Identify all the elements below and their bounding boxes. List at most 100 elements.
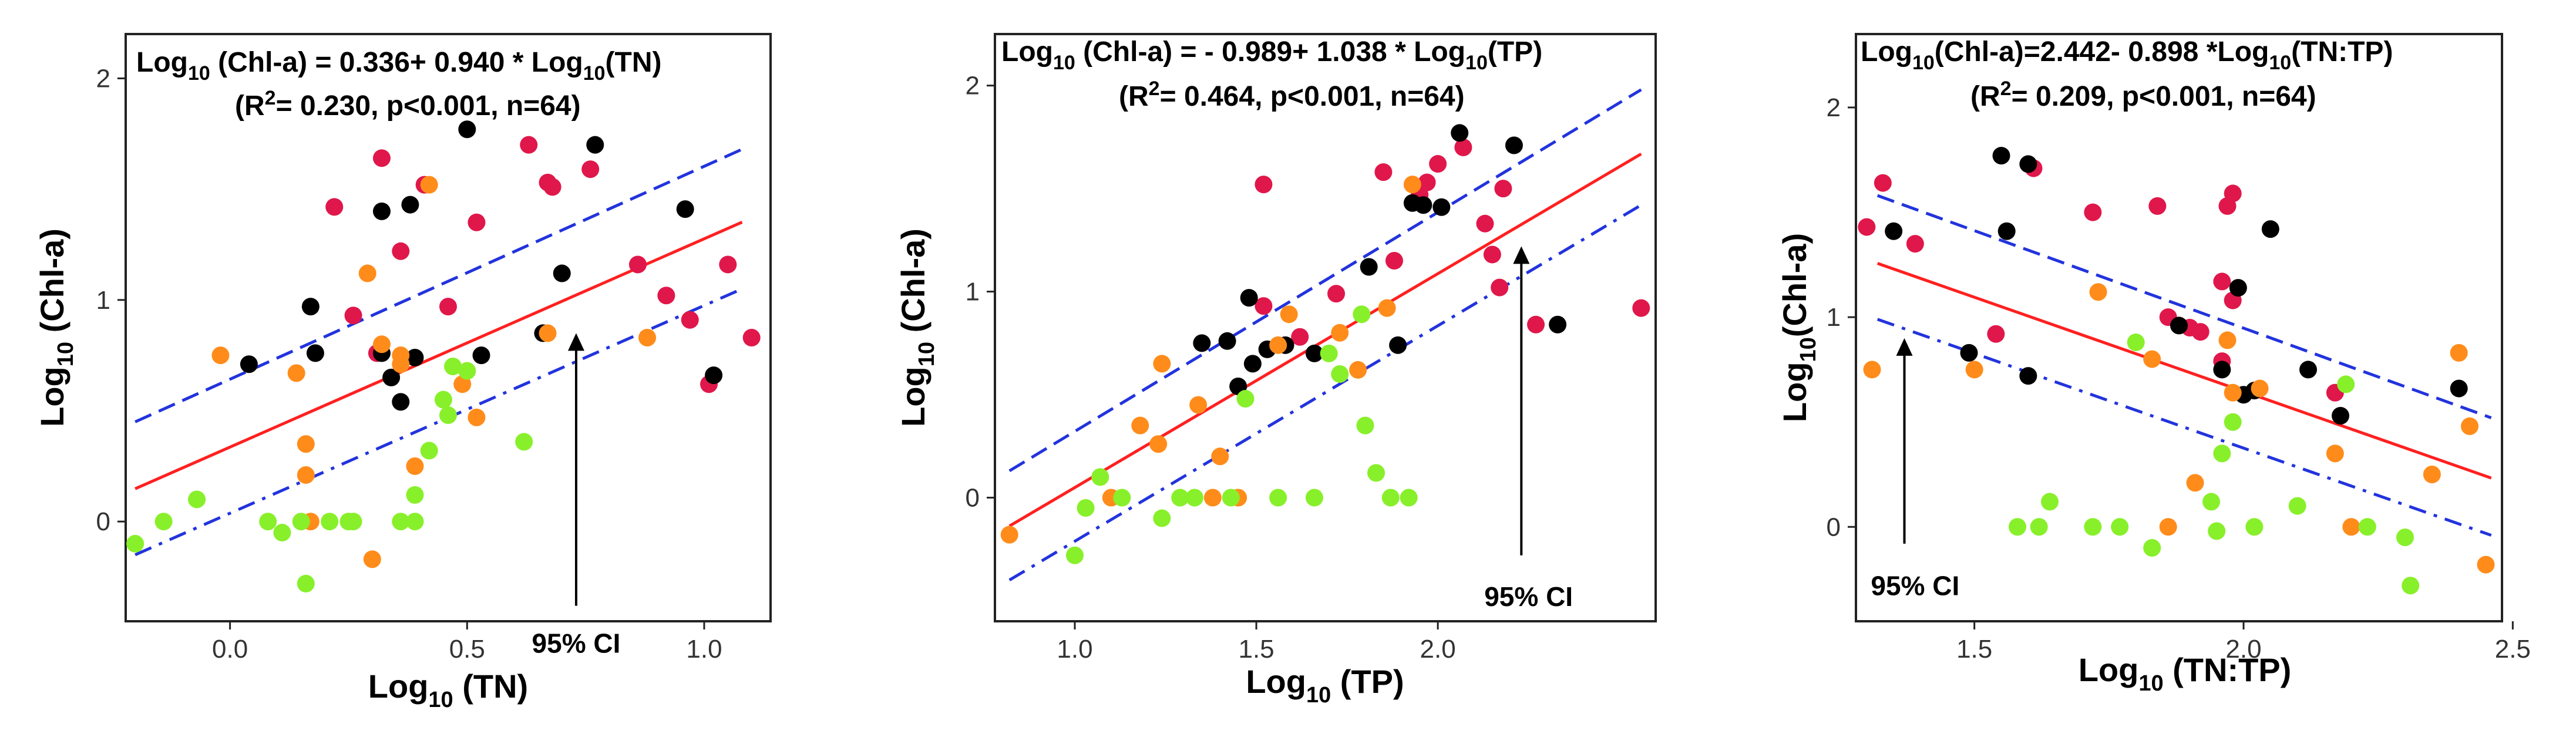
data-point-orange [1000,526,1018,544]
data-point-orange [468,408,486,426]
data-point-orange [1349,361,1367,379]
tick-group: 0.0 0.5 1.0 0 1 2 [96,64,722,664]
data-point-green [126,534,144,553]
data-point-green [434,390,452,409]
data-point-red [1476,214,1494,233]
annotation-label: 95% CI [1871,570,1959,601]
y-axis-label: Log10(Chl-a) [1776,233,1821,422]
x-tick-label: 2.0 [1420,635,1456,664]
equation-line-2: (R2= 0.209, p<0.001, n=64) [1970,78,2316,112]
data-point-green [392,513,410,531]
data-point-red [581,160,600,179]
x-tick-label: 2.0 [2225,635,2261,664]
data-point-orange [406,457,424,475]
data-point-red [1632,299,1650,317]
annotation-arrow-head [1513,246,1530,264]
y-tick-label: 2 [96,64,110,93]
data-point-red [1874,174,1892,192]
data-point-green [2396,528,2414,547]
y-axis-label: Log10 (Chl-a) [894,228,939,427]
data-point-black [1240,289,1258,307]
data-point-green [2224,413,2242,431]
data-point-green [2041,493,2059,511]
ci-lower-line [1008,204,1642,581]
data-point-black [401,196,419,214]
data-point-black [240,355,258,373]
data-point-green [2208,522,2226,540]
equation-line-1: Log10 (Chl-a) = - 0.989+ 1.038 * Log10(T… [1001,36,1542,74]
data-point-red [1858,218,1876,236]
line-group [1008,88,1642,581]
data-point-green [1236,390,1255,408]
data-point-green [321,513,339,531]
data-point-black [2213,361,2231,379]
data-point-orange [2450,344,2468,362]
data-point-orange [539,324,557,342]
data-point-green [406,513,424,531]
data-point-red [1385,251,1403,270]
data-point-green [2127,334,2145,351]
data-point-red [372,149,391,167]
data-point-orange [372,335,391,353]
data-point-red [1494,180,1512,198]
data-point-black [2332,407,2349,425]
data-point-red [657,287,675,305]
y-axis-label: Log10 (Chl-a) [33,228,78,427]
data-point-black [1389,336,1407,354]
data-point-green [2202,493,2220,511]
data-point-orange [2224,383,2242,402]
y-tick-label: 2 [966,72,980,100]
data-point-black [1451,124,1469,142]
data-point-black [301,298,320,316]
data-point-black [2229,279,2247,297]
data-point-green [1356,416,1374,435]
data-point-green [273,524,291,542]
data-point-orange [2143,350,2161,368]
data-point-green [444,358,462,376]
data-point-orange [1149,435,1168,453]
data-point-black [1505,136,1523,154]
data-point-orange [358,264,376,282]
x-tick-label: 1.5 [1956,635,1992,664]
data-point-red [1491,278,1509,297]
data-point-black [372,202,391,220]
data-point-orange [1203,489,1222,507]
data-point-orange [2218,331,2237,349]
data-point-green [2337,375,2355,393]
data-point-green [1222,489,1240,507]
panel-tn-tp: 1.5 2.0 2.5 0 1 2 95% CI Log10(Chl-a)=2.442- … [1776,33,2531,696]
data-point-red [1454,138,1472,156]
data-point-orange [1331,324,1349,342]
annotation-label: 95% CI [532,628,621,659]
data-point-red [439,298,457,316]
data-point-black [553,264,571,282]
data-point-black [1360,258,1378,276]
ci-lower-line [1876,318,2492,537]
data-point-green [439,406,457,425]
data-point-green [154,513,173,531]
data-point-red [1327,285,1346,303]
annotation-group: 95% CI [1484,246,1573,612]
data-point-red [628,255,647,274]
data-point-green [1171,489,1189,507]
data-point-orange [1131,416,1149,435]
point-group [126,120,761,592]
x-axis-label: Log10 (TN:TP) [2079,651,2292,696]
data-point-green [297,574,315,592]
point-group [1000,124,1650,564]
data-point-red [344,307,362,325]
data-point-red [1418,173,1436,191]
x-tick-label: 0.5 [449,635,485,664]
data-point-orange [2477,555,2495,574]
data-point-orange [1403,176,1421,194]
data-point-red [2148,197,2167,215]
data-point-green [1113,489,1131,507]
ci-upper-line [1876,194,2492,419]
data-point-red [681,311,699,329]
data-point-black [1243,355,1262,373]
data-point-red [325,198,344,216]
data-point-orange [2251,379,2269,398]
data-point-orange [2186,474,2204,492]
data-point-orange [1153,355,1171,373]
data-point-red [719,255,737,274]
